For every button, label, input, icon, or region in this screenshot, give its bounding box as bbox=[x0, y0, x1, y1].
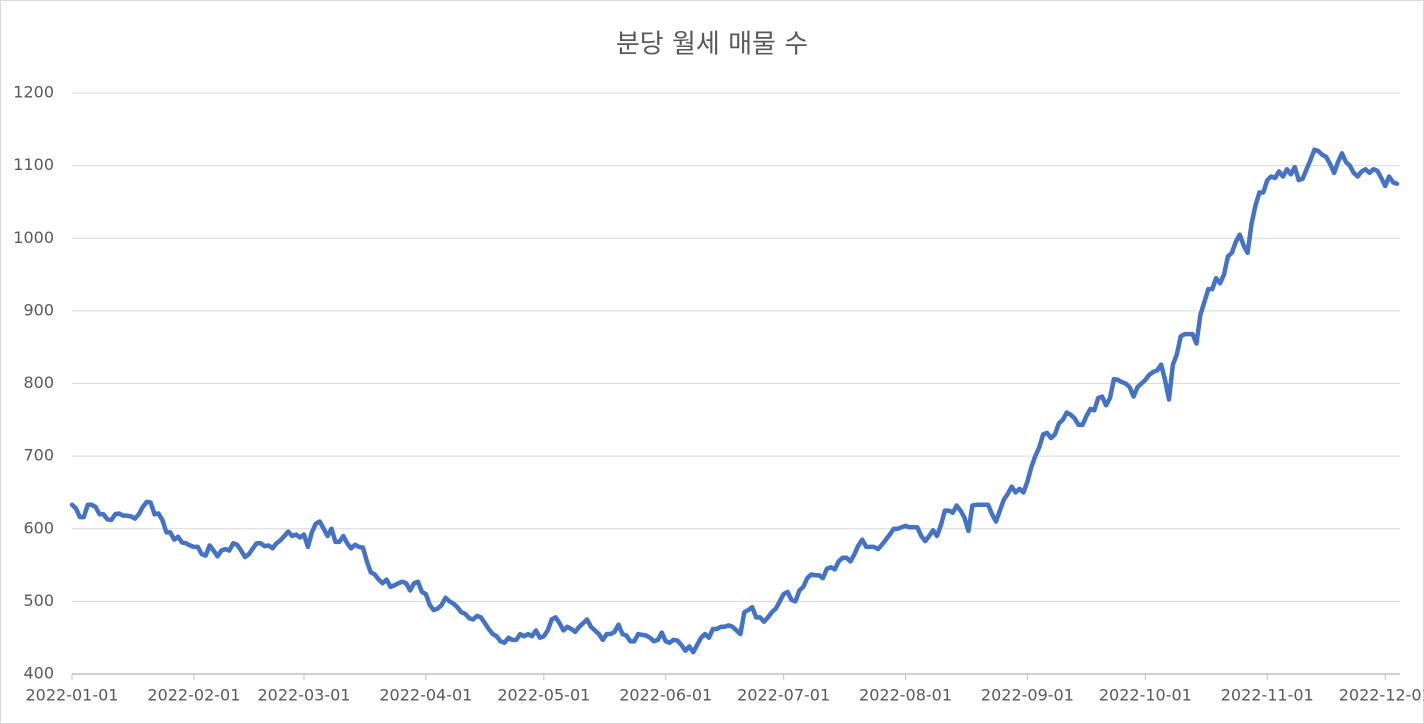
x-tick-label: 2022-03-01 bbox=[257, 686, 350, 705]
y-tick-label: 600 bbox=[23, 518, 54, 537]
x-tick-label: 2022-11-01 bbox=[1221, 686, 1314, 705]
x-tick-label: 2022-12-01 bbox=[1339, 686, 1424, 705]
y-tick-label: 400 bbox=[23, 664, 54, 683]
y-tick-label: 800 bbox=[23, 373, 54, 392]
chart-title: 분당 월세 매물 수 bbox=[616, 30, 808, 60]
y-tick-label: 1000 bbox=[13, 228, 54, 247]
x-tick-label: 2022-10-01 bbox=[1099, 686, 1192, 705]
data-line bbox=[69, 147, 1400, 655]
y-tick-label: 1200 bbox=[13, 83, 54, 102]
x-tick-label: 2022-05-01 bbox=[497, 686, 590, 705]
x-tick-label: 2022-06-01 bbox=[619, 686, 712, 705]
y-tick-label: 700 bbox=[23, 446, 54, 465]
x-tick-label: 2022-01-01 bbox=[26, 686, 119, 705]
x-tick-label: 2022-02-01 bbox=[147, 686, 240, 705]
y-tick-label: 500 bbox=[23, 591, 54, 610]
x-tick-label: 2022-08-01 bbox=[859, 686, 952, 705]
x-tick-label: 2022-07-01 bbox=[737, 686, 830, 705]
y-tick-label: 900 bbox=[23, 300, 54, 319]
x-tick-label: 2022-04-01 bbox=[379, 686, 472, 705]
x-tick-label: 2022-09-01 bbox=[981, 686, 1074, 705]
y-tick-label: 1100 bbox=[13, 155, 54, 174]
